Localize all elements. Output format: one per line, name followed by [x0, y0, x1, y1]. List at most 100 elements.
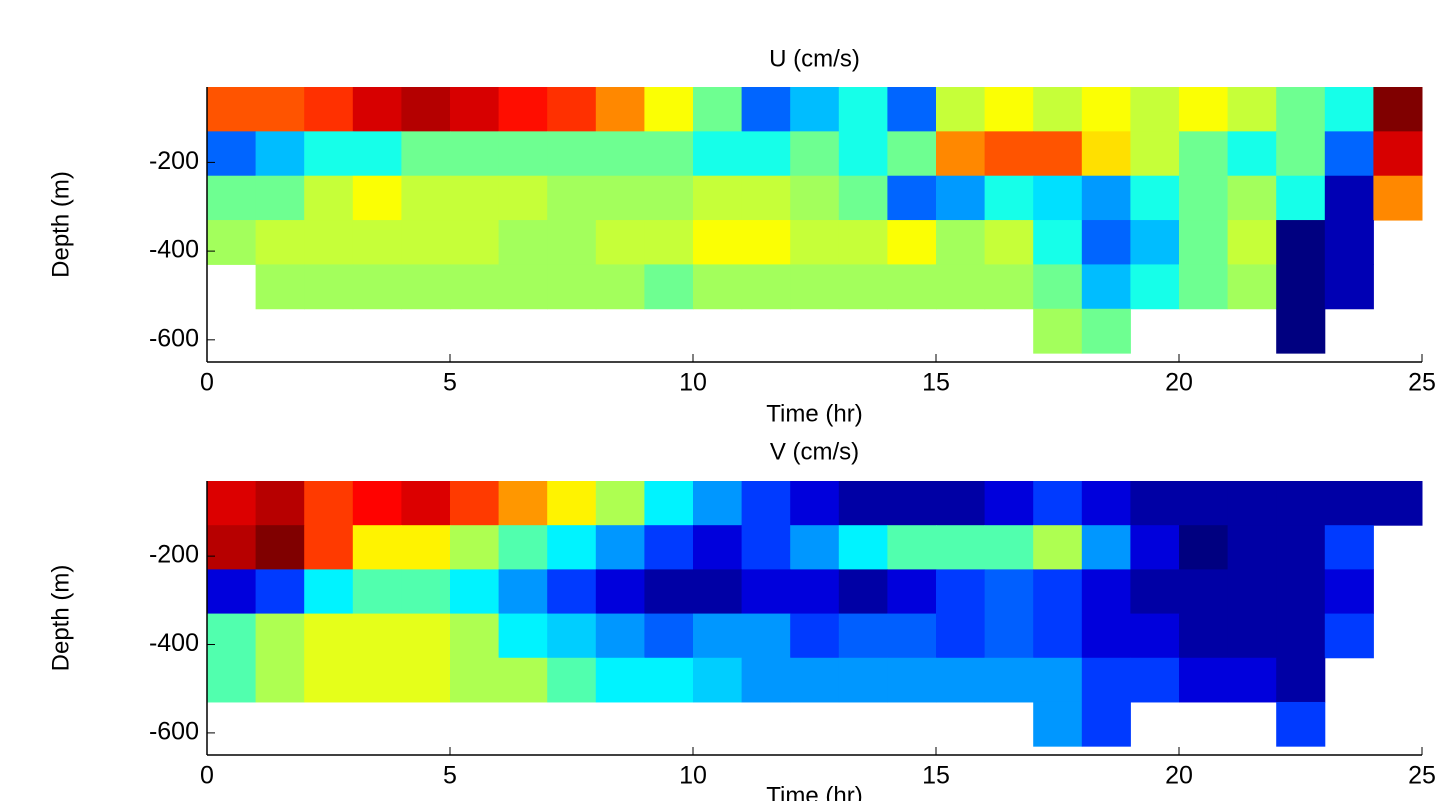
heatmap-cell	[595, 525, 645, 570]
heatmap-cell	[1324, 175, 1374, 221]
x-tick-label: 0	[200, 762, 214, 790]
heatmap-cell	[1081, 87, 1131, 132]
heatmap-cell	[1033, 87, 1083, 132]
heatmap-cell	[595, 131, 645, 177]
heatmap-cell	[936, 525, 986, 570]
heatmap-cell	[547, 613, 597, 659]
heatmap-cell	[1033, 131, 1083, 177]
heatmap-cell	[741, 87, 791, 132]
heatmap-cell	[450, 657, 500, 703]
heatmap-cell	[741, 131, 791, 177]
x-tick-label: 15	[922, 762, 950, 790]
heatmap-cell	[693, 481, 743, 526]
heatmap-cell	[1179, 87, 1229, 132]
heatmap-cell	[1179, 220, 1229, 265]
heatmap-cell	[936, 569, 986, 615]
heatmap-cell	[255, 220, 305, 265]
heatmap-cell	[741, 220, 791, 265]
heatmap-cell	[693, 613, 743, 659]
heatmap-cell	[1324, 525, 1374, 570]
heatmap-cell	[936, 131, 986, 177]
heatmap-cell	[887, 525, 937, 570]
heatmap-cell	[498, 220, 548, 265]
heatmap-cell	[1130, 131, 1180, 177]
heatmap-cell	[1227, 657, 1277, 703]
x-tick-label: 25	[1408, 369, 1436, 397]
heatmap-cell	[887, 613, 937, 659]
heatmap-cell	[1130, 613, 1180, 659]
heatmap-cell	[1033, 569, 1083, 615]
heatmap-cell	[304, 264, 354, 310]
heatmap-cell	[595, 175, 645, 221]
x-tick-label: 25	[1408, 762, 1436, 790]
heatmap-cell	[984, 525, 1034, 570]
heatmap-cell	[304, 131, 354, 177]
heatmap-cell	[741, 481, 791, 526]
heatmap-cell	[595, 613, 645, 659]
heatmap-cell	[790, 657, 840, 703]
heatmap-cell	[644, 657, 694, 703]
heatmap-cell	[838, 131, 888, 177]
heatmap-cell	[741, 657, 791, 703]
heatmap-cell	[790, 220, 840, 265]
heatmap-cell	[255, 613, 305, 659]
heatmap-cell	[1179, 657, 1229, 703]
heatmap-cell	[1130, 264, 1180, 310]
heatmap-cell	[936, 613, 986, 659]
x-axis-label: Time (hr)	[766, 400, 862, 427]
heatmap-cell	[1373, 131, 1423, 177]
heatmap-cell	[1227, 264, 1277, 310]
heatmap-cell	[1227, 175, 1277, 221]
heatmap-cell	[450, 613, 500, 659]
heatmap-cell	[936, 657, 986, 703]
heatmap-cell	[547, 131, 597, 177]
heatmap-cell	[1276, 308, 1326, 354]
heatmap-cell	[693, 525, 743, 570]
heatmap-cell	[644, 175, 694, 221]
heatmap-cell	[790, 131, 840, 177]
heatmap-cell	[401, 525, 451, 570]
heatmap-cell	[1081, 613, 1131, 659]
heatmap-cell	[790, 481, 840, 526]
heatmap-cell	[498, 264, 548, 310]
heatmap-cell	[450, 131, 500, 177]
heatmap-cell	[255, 569, 305, 615]
heatmap-cell	[644, 220, 694, 265]
y-tick-label: -200	[149, 541, 199, 569]
heatmap-cell	[838, 175, 888, 221]
x-tick-label: 10	[679, 369, 707, 397]
x-tick-label: 5	[443, 762, 457, 790]
heatmap-cell	[352, 481, 402, 526]
heatmap-cell	[255, 131, 305, 177]
heatmap-cell	[498, 87, 548, 132]
y-axis-label: Depth (m)	[47, 565, 74, 672]
heatmap-cell	[1033, 481, 1083, 526]
heatmap-cell	[401, 481, 451, 526]
heatmap-cell	[1324, 481, 1374, 526]
heatmap-cell	[547, 525, 597, 570]
heatmap-cell	[936, 220, 986, 265]
heatmap-cell	[1324, 569, 1374, 615]
heatmap-cell	[1179, 613, 1229, 659]
heatmap-cell	[401, 87, 451, 132]
y-tick-label: -600	[149, 324, 199, 352]
heatmap-cell	[207, 220, 257, 265]
y-axis-label: Depth (m)	[47, 171, 74, 278]
x-tick-label: 20	[1165, 369, 1193, 397]
heatmap-cell	[304, 569, 354, 615]
heatmap-cell	[255, 87, 305, 132]
heatmap-cell	[304, 613, 354, 659]
heatmap-cell	[352, 175, 402, 221]
heatmap-cell	[498, 613, 548, 659]
heatmap-cell	[644, 131, 694, 177]
heatmap-cell	[207, 569, 257, 615]
heatmap-cell	[838, 569, 888, 615]
heatmap-cell	[595, 264, 645, 310]
heatmap-cell	[207, 87, 257, 132]
heatmap-cell	[936, 264, 986, 310]
heatmap-cell	[1276, 613, 1326, 659]
heatmap-cell	[1033, 264, 1083, 310]
heatmap-cell	[887, 175, 937, 221]
heatmap-cell	[984, 613, 1034, 659]
x-tick-label: 0	[200, 369, 214, 397]
